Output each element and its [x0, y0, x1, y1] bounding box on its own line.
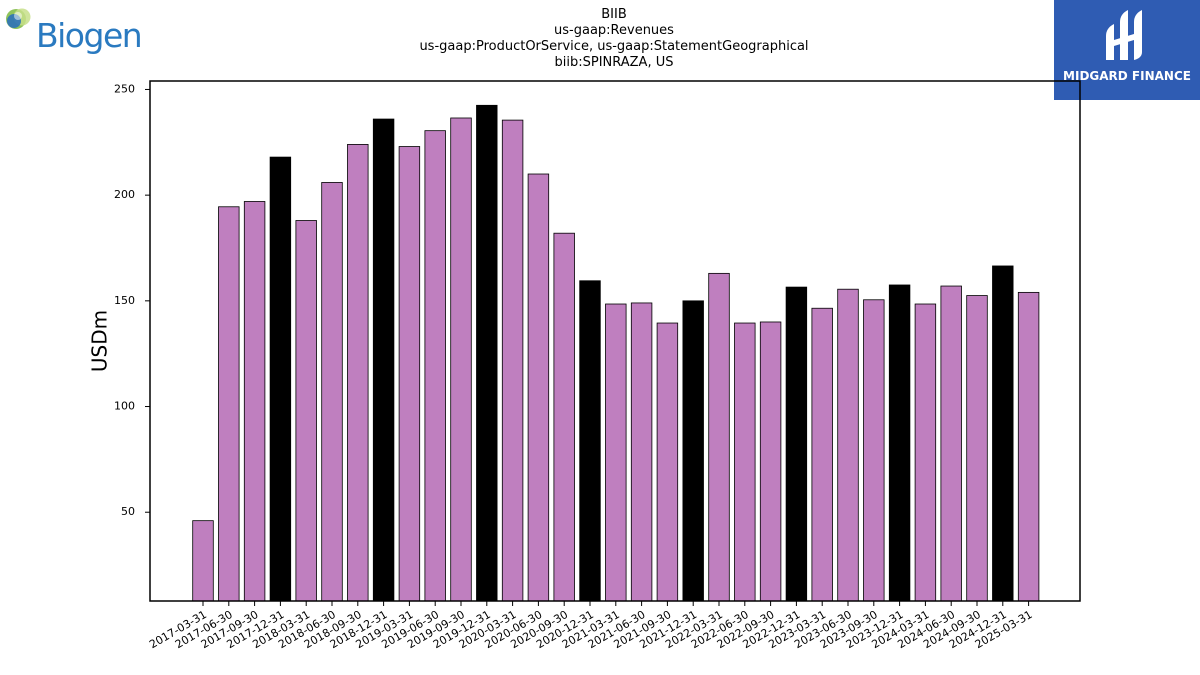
- biogen-logo-text: Biogen: [36, 16, 143, 55]
- bar-2018-06-30: [321, 182, 343, 602]
- bar-2024-06-30: [940, 285, 962, 602]
- bar-2022-12-31: [785, 286, 808, 602]
- chart-title-line-2: us-gaap:Revenues: [554, 23, 674, 38]
- y-tick-label-50: 50: [121, 505, 135, 518]
- bar-2024-03-31: [914, 303, 937, 602]
- bar-2017-03-31: [192, 520, 214, 602]
- bar-2024-09-30: [966, 295, 988, 602]
- biogen-logo: Biogen: [4, 4, 154, 55]
- bar-2019-03-31: [398, 146, 421, 602]
- bar-2022-09-30: [759, 321, 782, 602]
- y-tick-label-150: 150: [114, 294, 135, 307]
- y-tick-label-100: 100: [114, 400, 135, 413]
- midgard-emblem-icon: [1106, 10, 1142, 60]
- bar-2024-12-31: [992, 265, 1014, 602]
- x-axis: 2017-03-312017-06-302017-09-302017-12-31…: [147, 601, 1035, 651]
- plot-frame: [149, 80, 1081, 602]
- y-axis: 50 100 150 200 250: [114, 82, 150, 518]
- bar-2019-12-31: [476, 104, 498, 602]
- chart-title-line-1: BIIB: [601, 7, 627, 22]
- bar-2022-03-31: [708, 272, 730, 602]
- bar-2023-03-31: [811, 307, 833, 602]
- chart-title-line-3: us-gaap:ProductOrService, us-gaap:Statem…: [419, 39, 809, 54]
- y-tick-label-250: 250: [114, 82, 135, 95]
- bar-2018-03-31: [295, 220, 317, 602]
- bar-2018-12-31: [372, 118, 395, 602]
- bar-2019-09-30: [450, 117, 472, 602]
- biogen-globe-icon: [6, 8, 31, 29]
- bar-2017-06-30: [218, 206, 240, 602]
- bar-2023-09-30: [863, 299, 885, 602]
- y-axis-label: USDm: [88, 310, 112, 372]
- bar-2017-12-31: [269, 156, 292, 602]
- bar-2021-12-31: [682, 300, 704, 602]
- bar-2021-06-30: [630, 302, 653, 602]
- bar-2019-06-30: [424, 130, 446, 602]
- bar-2021-03-31: [605, 303, 627, 602]
- bar-2021-09-30: [656, 322, 679, 602]
- bar-2017-09-30: [243, 201, 266, 602]
- bar-2020-09-30: [553, 232, 575, 602]
- bar-2020-03-31: [501, 119, 524, 602]
- bar-2022-06-30: [734, 322, 756, 602]
- midgard-finance-text: MIDGARD FINANCE: [1063, 69, 1191, 83]
- bar-2023-12-31: [888, 284, 911, 602]
- bar-2018-09-30: [347, 144, 369, 602]
- chart-title-line-4: biib:SPINRAZA, US: [554, 55, 674, 70]
- midgard-finance-logo: MIDGARD FINANCE: [1054, 0, 1200, 100]
- chart-title: BIIB us-gaap:Revenues us-gaap:ProductOrS…: [300, 7, 928, 71]
- bar-2020-12-31: [579, 280, 601, 602]
- bar-2023-06-30: [837, 288, 859, 602]
- y-tick-label-200: 200: [114, 188, 135, 201]
- bar-2020-06-30: [527, 173, 550, 602]
- bar-2025-03-31: [1017, 291, 1040, 602]
- bars-layer: [192, 104, 1040, 602]
